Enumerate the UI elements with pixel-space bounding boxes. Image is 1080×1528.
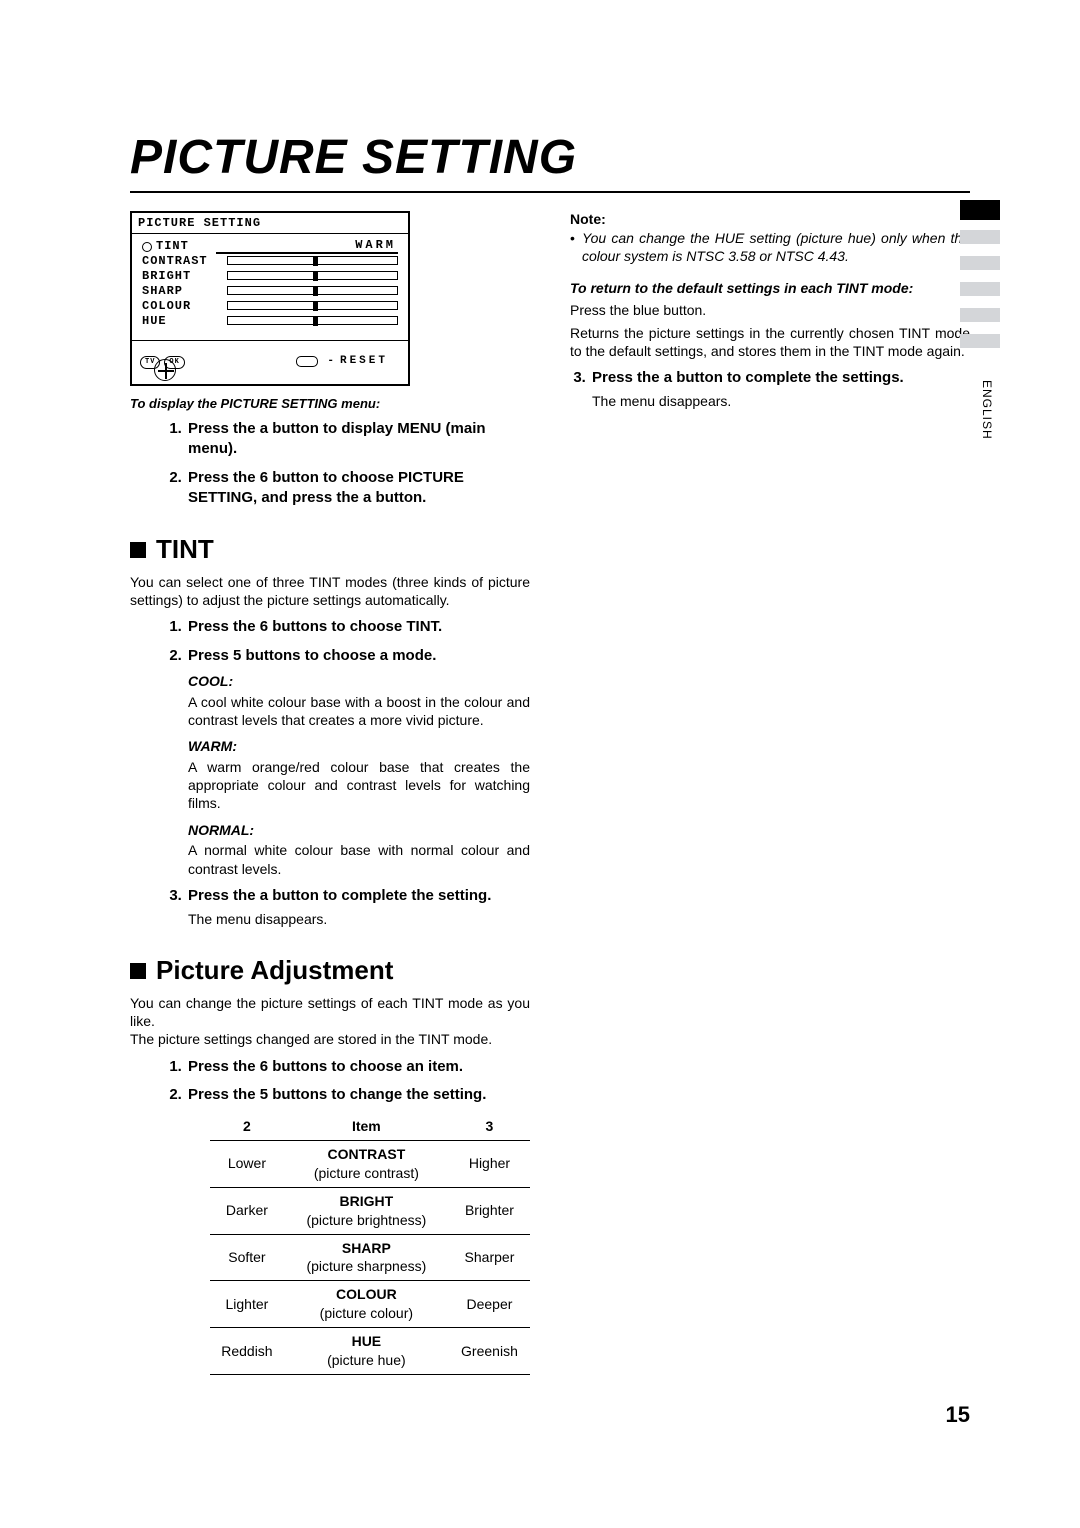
osd-row: COLOUR	[142, 298, 398, 313]
pic-adj-intro2: The picture settings changed are stored …	[130, 1030, 530, 1048]
tint-steps: Press the 6 buttons to choose TINT. Pres…	[148, 617, 530, 929]
tab-inactive	[960, 230, 1000, 244]
osd-slider	[227, 286, 398, 295]
menu-step-2: Press the 6 button to choose PICTURE SET…	[186, 468, 530, 509]
note-body: You can change the HUE setting (picture …	[570, 229, 970, 265]
table-row: LowerCONTRAST(picture contrast)Higher	[210, 1140, 530, 1187]
osd-item-label: CONTRAST	[142, 254, 227, 268]
table-row: LighterCOLOUR(picture colour)Deeper	[210, 1281, 530, 1328]
tab-inactive	[960, 282, 1000, 296]
display-menu-heading: To display the PICTURE SETTING menu:	[130, 396, 530, 411]
tint-selector-icon	[142, 242, 152, 252]
table-cell-right: Deeper	[449, 1281, 530, 1328]
warm-heading: WARM:	[188, 737, 530, 756]
tint-step-1: Press the 6 buttons to choose TINT.	[186, 617, 530, 637]
tint-step3-sub: The menu disappears.	[188, 910, 530, 929]
osd-reset: - RESET	[293, 355, 388, 367]
table-head-mid: Item	[284, 1113, 449, 1140]
table-cell-mid: HUE(picture hue)	[284, 1328, 449, 1375]
osd-menu-body: TINT WARM CONTRASTBRIGHTSHARPCOLOURHUE	[132, 234, 408, 340]
blue-button-icon	[296, 356, 318, 367]
osd-row: HUE	[142, 313, 398, 328]
table-row: SofterSHARP(picture sharpness)Sharper	[210, 1234, 530, 1281]
table-cell-right: Brighter	[449, 1187, 530, 1234]
table-cell-right: Greenish	[449, 1328, 530, 1375]
table-head-right: 3	[449, 1113, 530, 1140]
pic-adj-step-2: Press the 5 buttons to change the settin…	[186, 1085, 530, 1375]
osd-row: CONTRAST	[142, 253, 398, 268]
note-heading: Note:	[570, 211, 970, 227]
table-cell-mid: COLOUR(picture colour)	[284, 1281, 449, 1328]
osd-item-label: BRIGHT	[142, 269, 227, 283]
osd-slider	[227, 316, 398, 325]
right-step-3: Press the a button to complete the setti…	[590, 368, 970, 411]
pic-adj-step-1: Press the 6 buttons to choose an item.	[186, 1057, 530, 1077]
pic-adj-intro1: You can change the picture settings of e…	[130, 994, 530, 1030]
osd-menu-title: PICTURE SETTING	[132, 213, 408, 234]
side-tabs	[980, 200, 1000, 360]
osd-row: BRIGHT	[142, 268, 398, 283]
osd-slider	[227, 271, 398, 280]
picture-adj-heading-text: Picture Adjustment	[156, 955, 393, 986]
table-cell-left: Reddish	[210, 1328, 284, 1375]
tab-inactive	[960, 308, 1000, 322]
square-bullet-icon	[130, 542, 146, 558]
menu-step-1: Press the a button to display MENU (main…	[186, 419, 530, 460]
normal-heading: NORMAL:	[188, 821, 530, 840]
table-cell-left: Softer	[210, 1234, 284, 1281]
table-cell-left: Lighter	[210, 1281, 284, 1328]
table-row: ReddishHUE(picture hue)Greenish	[210, 1328, 530, 1375]
osd-row: SHARP	[142, 283, 398, 298]
tab-active	[960, 200, 1000, 220]
square-bullet-icon	[130, 963, 146, 979]
osd-tint-value: WARM	[216, 238, 398, 254]
normal-body: A normal white colour base with normal c…	[188, 841, 530, 877]
osd-menu-box: PICTURE SETTING TINT WARM CONTRASTBRIGHT…	[130, 211, 410, 386]
right-steps: Press the a button to complete the setti…	[570, 368, 970, 411]
table-cell-left: Darker	[210, 1187, 284, 1234]
osd-item-label: HUE	[142, 314, 227, 328]
osd-slider	[227, 301, 398, 310]
osd-reset-label: RESET	[340, 355, 388, 367]
display-menu-steps: Press the a button to display MENU (main…	[148, 419, 530, 508]
tint-intro: You can select one of three TINT modes (…	[130, 573, 530, 609]
page-number: 15	[946, 1402, 970, 1428]
tab-inactive	[960, 334, 1000, 348]
tab-inactive	[960, 256, 1000, 270]
osd-item-label: SHARP	[142, 284, 227, 298]
osd-slider	[227, 256, 398, 265]
tint-step-3: Press the a button to complete the setti…	[186, 886, 530, 929]
warm-body: A warm orange/red colour base that creat…	[188, 758, 530, 813]
language-tab: ENGLISH	[980, 380, 994, 440]
table-cell-mid: SHARP(picture sharpness)	[284, 1234, 449, 1281]
cool-body: A cool white colour base with a boost in…	[188, 693, 530, 729]
table-head-left: 2	[210, 1113, 284, 1140]
table-cell-mid: CONTRAST(picture contrast)	[284, 1140, 449, 1187]
cool-heading: COOL:	[188, 672, 530, 691]
page-title: PICTURE SETTING	[130, 130, 970, 193]
settings-table: 2 Item 3 LowerCONTRAST(picture contrast)…	[210, 1113, 530, 1375]
table-cell-right: Higher	[449, 1140, 530, 1187]
return-p1: Press the blue button.	[570, 302, 970, 318]
dpad-icon	[154, 359, 176, 381]
table-cell-right: Sharper	[449, 1234, 530, 1281]
picture-adj-heading: Picture Adjustment	[130, 955, 530, 986]
table-cell-mid: BRIGHT(picture brightness)	[284, 1187, 449, 1234]
tint-heading: TINT	[130, 534, 530, 565]
pic-adj-steps: Press the 6 buttons to choose an item. P…	[148, 1057, 530, 1375]
table-cell-left: Lower	[210, 1140, 284, 1187]
tint-heading-text: TINT	[156, 534, 214, 565]
osd-item-label: COLOUR	[142, 299, 227, 313]
right-step3-sub: The menu disappears.	[592, 392, 970, 411]
return-p2: Returns the picture settings in the curr…	[570, 324, 970, 360]
return-heading: To return to the default settings in eac…	[570, 279, 970, 297]
table-row: DarkerBRIGHT(picture brightness)Brighter	[210, 1187, 530, 1234]
tint-step-2: Press 5 buttons to choose a mode. COOL: …	[186, 646, 530, 878]
osd-row-tint: TINT WARM	[142, 238, 398, 253]
osd-label-tint: TINT	[156, 239, 216, 253]
